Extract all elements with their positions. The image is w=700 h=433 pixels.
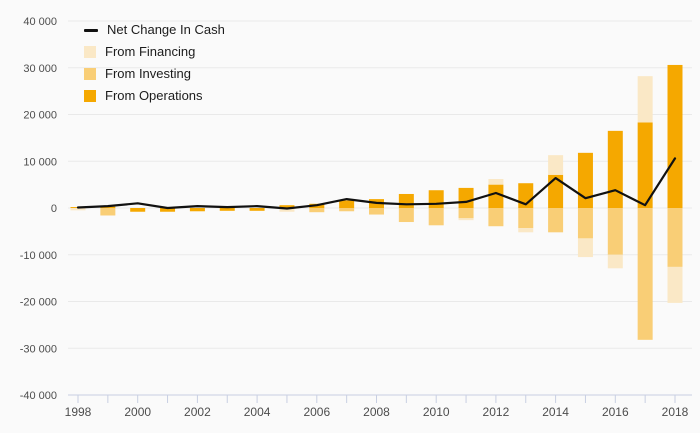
x-axis-tick-label: 2014 xyxy=(542,405,569,419)
bar-segment-from-financing xyxy=(488,179,504,185)
x-axis-tick-label: 2000 xyxy=(124,405,151,419)
bar-segment-from-financing xyxy=(70,208,86,211)
bar-segment-from-operations xyxy=(667,64,683,208)
x-axis-tick-label: 2002 xyxy=(184,405,211,419)
bar-segment-from-operations xyxy=(428,190,444,208)
bar-segment-from-operations xyxy=(249,208,265,211)
bar-segment-from-investing xyxy=(518,208,534,229)
x-axis-tick-label: 2006 xyxy=(303,405,330,419)
bar-segment-from-operations xyxy=(398,193,414,208)
investing-color-swatch-icon xyxy=(84,68,96,80)
bar-segment-from-operations xyxy=(458,187,474,208)
bar-segment-from-investing xyxy=(458,208,474,219)
x-axis-tick-label: 1998 xyxy=(65,405,92,419)
bar-segment-from-investing xyxy=(100,208,116,216)
x-axis-tick-label: 2004 xyxy=(244,405,271,419)
y-axis-tick-label: -20 000 xyxy=(20,297,57,309)
legend-label: From Investing xyxy=(105,66,191,81)
operations-color-swatch-icon xyxy=(84,90,96,102)
bar-segment-from-financing xyxy=(458,218,474,221)
bar-segment-from-operations xyxy=(189,208,205,212)
bar-segment-from-operations xyxy=(548,174,564,208)
bar-segment-from-operations xyxy=(607,130,623,208)
bar-segment-from-financing xyxy=(548,155,564,175)
x-axis-tick-label: 2008 xyxy=(363,405,390,419)
bar-segment-from-investing xyxy=(309,208,325,213)
bar-segment-from-investing xyxy=(428,208,444,226)
legend-label: From Financing xyxy=(105,44,196,59)
y-axis-tick-label: 30 000 xyxy=(23,63,57,75)
y-axis-tick-label: -30 000 xyxy=(20,343,57,355)
bar-segment-from-investing xyxy=(577,208,593,239)
bar-segment-from-operations xyxy=(279,205,295,208)
legend-item-from-investing[interactable]: From Investing xyxy=(84,66,225,82)
y-axis-tick-label: 10 000 xyxy=(23,156,57,168)
legend-label: From Operations xyxy=(105,88,203,103)
bar-segment-from-operations xyxy=(130,208,146,212)
bar-segment-from-operations xyxy=(100,206,116,209)
legend-label: Net Change In Cash xyxy=(107,22,225,37)
x-axis-tick-label: 2018 xyxy=(662,405,689,419)
bar-segment-from-investing xyxy=(637,208,653,340)
financing-color-swatch-icon xyxy=(84,46,96,58)
bar-segment-from-investing xyxy=(607,208,623,255)
net-change-in-cash-line xyxy=(76,157,677,210)
y-axis-tick-label: 40 000 xyxy=(23,16,57,28)
bar-segment-from-financing xyxy=(577,238,593,258)
y-axis-tick-label: -10 000 xyxy=(20,250,57,262)
y-axis-tick-label: 20 000 xyxy=(23,110,57,122)
bar-segment-from-operations xyxy=(577,152,593,208)
bar-segment-from-operations xyxy=(488,184,504,208)
bar-segment-from-investing xyxy=(339,208,355,212)
bar-segment-from-operations xyxy=(637,122,653,208)
legend-item-from-operations[interactable]: From Operations xyxy=(84,88,225,104)
bar-segment-from-investing xyxy=(369,208,384,215)
x-axis-tick-label: 2012 xyxy=(483,405,510,419)
bar-segment-from-operations xyxy=(219,208,235,211)
bar-segment-from-investing xyxy=(667,208,683,267)
bar-segment-from-operations xyxy=(160,208,176,212)
bar-segment-from-operations xyxy=(339,200,355,208)
bar-segment-from-financing xyxy=(518,228,534,233)
legend-item-from-financing[interactable]: From Financing xyxy=(84,44,225,60)
x-axis-tick-label: 2016 xyxy=(602,405,629,419)
y-axis-tick-label: -40 000 xyxy=(20,390,57,402)
x-axis-tick-label: 2010 xyxy=(423,405,450,419)
bar-segment-from-financing xyxy=(637,76,653,123)
net-change-line-swatch-icon xyxy=(84,28,98,32)
bar-segment-from-financing xyxy=(667,266,683,303)
bar-segment-from-financing xyxy=(279,208,295,212)
bar-segment-from-investing xyxy=(548,208,564,233)
bar-segment-from-investing xyxy=(398,208,414,223)
y-axis-tick-label: 0 xyxy=(51,203,57,215)
bar-segment-from-investing xyxy=(488,208,504,227)
legend-item-net-change-in-cash[interactable]: Net Change In Cash xyxy=(84,22,225,38)
chart-legend: Net Change In Cash From Financing From I… xyxy=(84,22,225,104)
bar-segment-from-financing xyxy=(607,254,623,269)
